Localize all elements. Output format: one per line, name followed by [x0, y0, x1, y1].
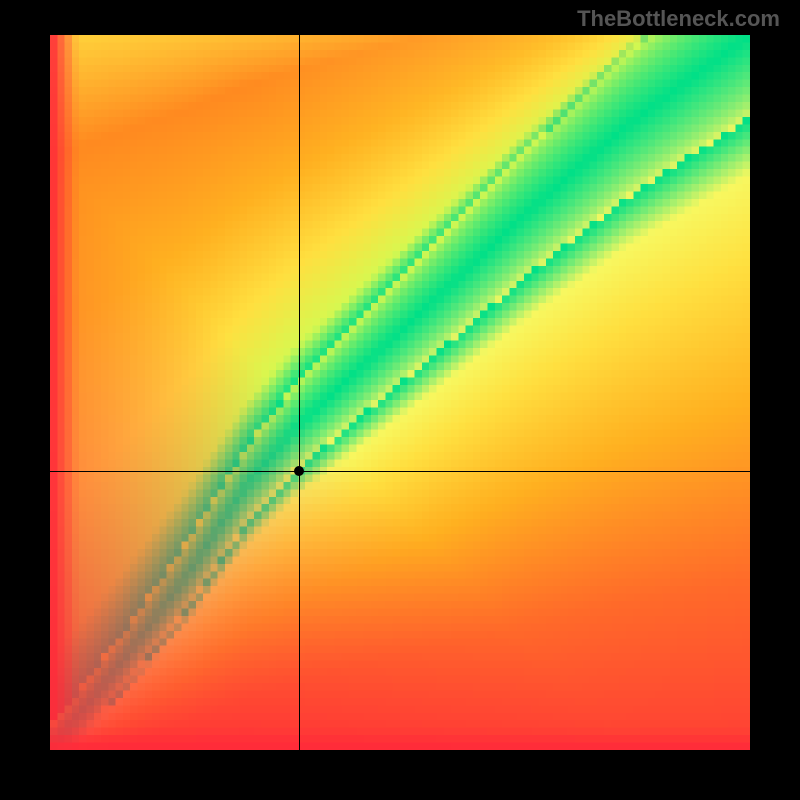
plot-area: [50, 35, 750, 750]
heatmap-canvas: [50, 35, 750, 750]
crosshair-marker: [294, 466, 304, 476]
watermark-text: TheBottleneck.com: [577, 6, 780, 32]
crosshair-vertical: [299, 35, 300, 750]
chart-container: TheBottleneck.com: [0, 0, 800, 800]
crosshair-horizontal: [50, 471, 750, 472]
